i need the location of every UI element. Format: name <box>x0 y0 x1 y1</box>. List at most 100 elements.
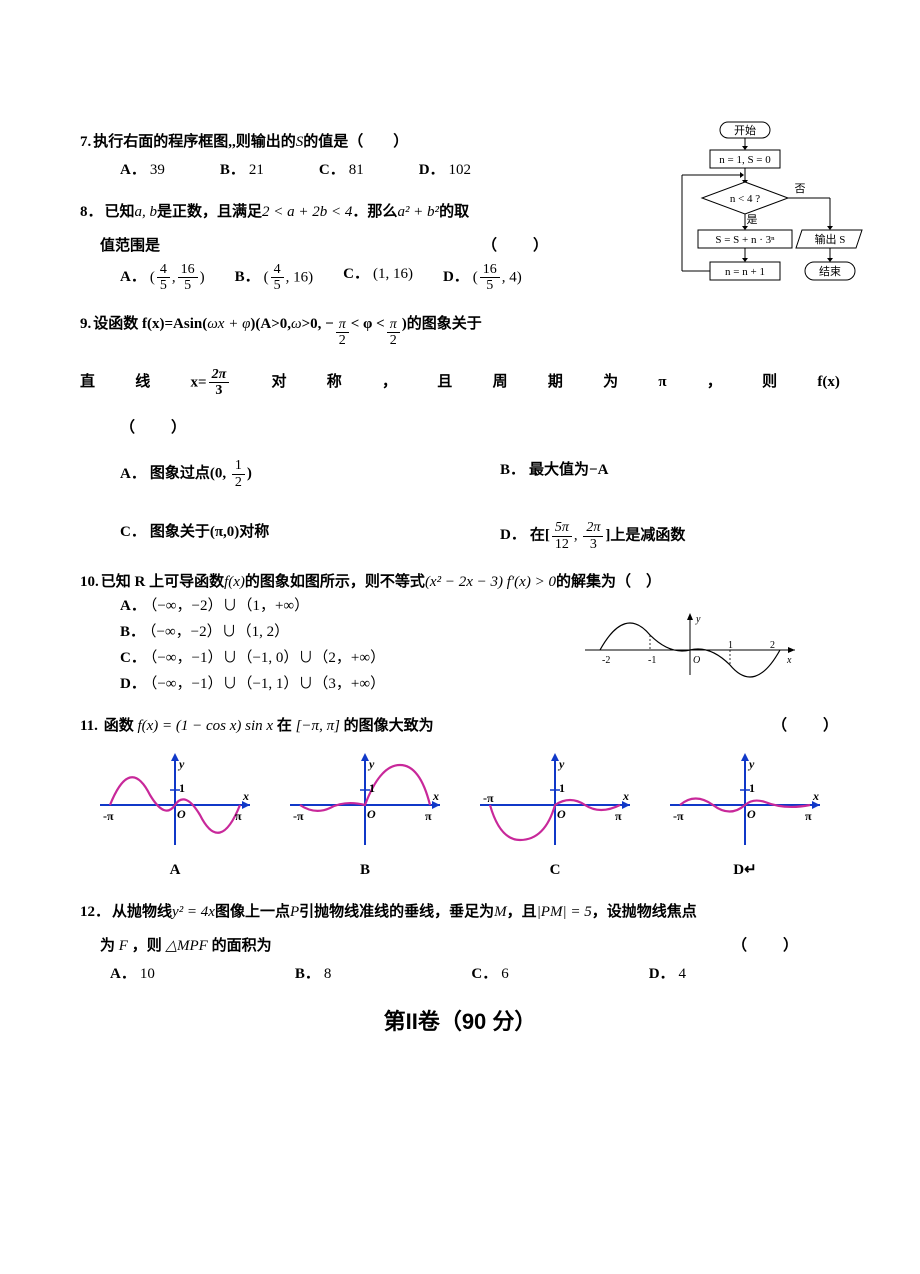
svg-text:y: y <box>747 757 755 771</box>
q7-opt-d: D．102 <box>419 158 471 182</box>
q10-graph: -2 -1 O 1 2 x y <box>580 610 800 688</box>
q9-opt-b: B．最大值为−A <box>500 458 840 490</box>
svg-text:y: y <box>177 757 185 771</box>
svg-text:O: O <box>177 807 186 821</box>
q12-opt-a: A．10 <box>110 962 155 986</box>
q8-ineq: 2 < a + 2b < 4 <box>262 200 352 224</box>
q10-text-c: 的解集为（ ） <box>556 570 661 594</box>
q11-fx: f(x) = (1 − cos x) sin x <box>137 718 273 734</box>
q12-eq: y² = 4x <box>172 900 215 924</box>
svg-text:y: y <box>695 614 701 625</box>
svg-text:π: π <box>805 809 812 823</box>
q12-F: F <box>119 938 128 954</box>
q9-text-e: )的图象关于 <box>402 312 482 336</box>
svg-text:O: O <box>747 807 756 821</box>
q9-num: 9. <box>80 312 91 336</box>
svg-text:2: 2 <box>770 640 775 651</box>
q11-text-b: 在 <box>277 718 296 734</box>
q8-text-a: 已知 <box>105 200 135 224</box>
svg-text:否: 否 <box>795 183 806 195</box>
svg-text:O: O <box>367 807 376 821</box>
q9-opt-d: D．在[5π12, 2π3]上是减函数 <box>500 520 840 552</box>
q8-text-c: ．那么 <box>352 200 397 224</box>
q12-line2-b: ，则 <box>132 938 166 954</box>
svg-text:π: π <box>425 809 432 823</box>
q8-opt-b: B．(45, 16) <box>235 262 314 294</box>
svg-text:x: x <box>432 789 439 803</box>
svg-text:x: x <box>786 655 792 666</box>
svg-text:-1: -1 <box>648 655 656 666</box>
q7-opt-a: A．39 <box>120 158 165 182</box>
svg-text:-π: -π <box>483 791 494 805</box>
q12-text-e: ，设抛物线焦点 <box>592 900 697 924</box>
q12-opt-b: B．8 <box>295 962 332 986</box>
svg-text:开始: 开始 <box>734 123 756 137</box>
svg-text:y: y <box>557 757 565 771</box>
q8-num: 8． <box>80 200 103 224</box>
q8-line2: 值范围是 <box>100 234 160 258</box>
q10-num: 10. <box>80 570 99 594</box>
question-9: 9. 设函数 f(x)=Asin( ωx + φ )(A>0, ω >0, − … <box>80 312 840 552</box>
q11-text-c: 的图像大致为 <box>344 718 434 734</box>
svg-text:1: 1 <box>369 781 375 795</box>
q10-text-b: 的图象如图所示，则不等式 <box>245 570 425 594</box>
q7-text-b: 的值是（ ） <box>303 130 408 154</box>
q8-opt-d: D．(165, 4) <box>443 262 522 294</box>
q8-text-b: 是正数，且满足 <box>157 200 262 224</box>
q9-omega: ω <box>291 312 302 336</box>
svg-text:π: π <box>615 809 622 823</box>
svg-text:1: 1 <box>179 781 185 795</box>
q10-ineq: (x² − 2x − 3) f′(x) > 0 <box>425 570 556 594</box>
q7-S: S <box>296 130 304 154</box>
q11-paren: （ ） <box>772 714 840 738</box>
q12-text-b: 图像上一点 <box>215 900 290 924</box>
q8-ab: a, b <box>135 200 158 224</box>
q12-num: 12． <box>80 900 110 924</box>
q12-text-d: ，且 <box>507 900 537 924</box>
svg-text:π: π <box>235 809 242 823</box>
svg-text:x: x <box>812 789 819 803</box>
q11-num: 11. <box>80 718 98 734</box>
q12-P: P <box>290 900 299 924</box>
q10-fx: f(x) <box>224 570 245 594</box>
q12-M: M <box>494 900 507 924</box>
q9-text-d: < φ < <box>351 312 385 336</box>
svg-text:-π: -π <box>103 809 114 823</box>
q9-text-b: )(A>0, <box>250 312 291 336</box>
q12-opt-d: D．4 <box>649 962 686 986</box>
q12-paren: （ ） <box>732 934 800 958</box>
svg-text:1: 1 <box>728 640 733 651</box>
q11-graph-d: y 1 O -π π x D↵ <box>665 750 825 882</box>
q8-paren: （ ） <box>482 234 550 258</box>
q12-text-a: 从抛物线 <box>112 900 172 924</box>
q8-opt-a: A．(45,165) <box>120 262 205 294</box>
q9-line2: 直 线 x=2π3 对 称 ， 且 周 期 为 π ， 则 f(x) <box>80 367 840 399</box>
svg-text:O: O <box>693 655 700 666</box>
q9-paren: （ ） <box>120 420 188 436</box>
q11-text-a: 函数 <box>104 718 138 734</box>
q9-opt-a: A．图象过点(0, 12) <box>120 458 460 490</box>
q12-tri: △MPF <box>165 938 207 954</box>
svg-text:1: 1 <box>749 781 755 795</box>
q12-opt-c: C．6 <box>471 962 508 986</box>
q12-line2-a: 为 <box>100 938 119 954</box>
svg-text:-π: -π <box>673 809 684 823</box>
svg-text:-2: -2 <box>602 655 610 666</box>
q7-opt-b: B．21 <box>220 158 264 182</box>
q9-text-a: 设函数 f(x)=Asin( <box>93 312 207 336</box>
svg-text:O: O <box>557 807 566 821</box>
q9-omegax: ωx + φ <box>207 312 250 336</box>
svg-text:-π: -π <box>293 809 304 823</box>
svg-text:x: x <box>622 789 629 803</box>
q12-PM: |PM| = 5 <box>537 900 592 924</box>
q11-dom: [−π, π] <box>296 718 340 734</box>
q11-graph-c: y 1 O -π π x C <box>475 750 635 882</box>
question-8: 8． 已知 a, b 是正数，且满足 2 < a + 2b < 4 ．那么 a²… <box>80 200 840 294</box>
question-7: 7. 执行右面的程序框图,,则输出的 S 的值是（ ） A．39 B．21 C．… <box>80 130 840 182</box>
q10-text-a: 已知 R 上可导函数 <box>101 570 224 594</box>
q12-line2-c: 的面积为 <box>212 938 272 954</box>
svg-text:x: x <box>242 789 249 803</box>
q11-graphs: y 1 O -π π x A y 1 O -π π <box>80 750 840 882</box>
q7-num: 7. <box>80 130 91 154</box>
q8-opt-c: C．(1, 16) <box>343 262 413 294</box>
